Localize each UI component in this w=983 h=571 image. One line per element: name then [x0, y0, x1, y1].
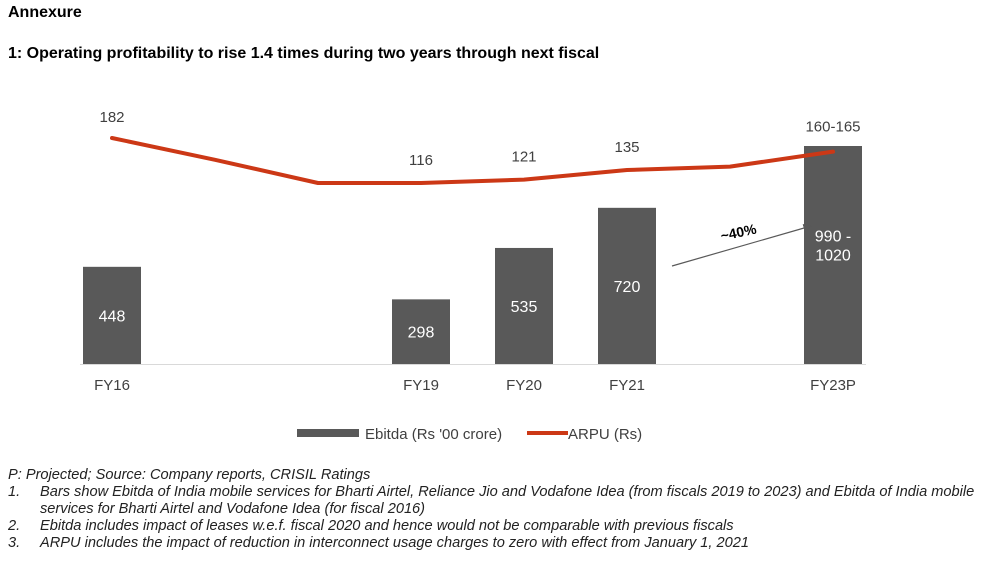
bar-data-label: 535 — [511, 299, 538, 316]
x-tick-label: FY20 — [506, 377, 542, 394]
bar-data-label: 448 — [99, 308, 126, 325]
footnote-number: 2. — [8, 518, 21, 534]
section-heading: Annexure — [8, 4, 82, 21]
footnote-source: P: Projected; Source: Company reports, C… — [8, 467, 371, 483]
arpu-data-label: 135 — [614, 139, 639, 156]
footnote-item: 1. Bars show Ebitda of India mobile serv… — [8, 484, 983, 518]
footnote-text: ARPU includes the impact of reduction in… — [40, 535, 749, 551]
bar-ebitda — [598, 207, 656, 364]
chart-title: 1: Operating profitability to rise 1.4 t… — [8, 45, 600, 62]
footnote-item: 3. ARPU includes the impact of reduction… — [8, 535, 983, 552]
footnote-text: Bars show Ebitda of India mobile service… — [40, 484, 975, 517]
bar-data-label: 990 - — [815, 229, 851, 246]
bar-ebitda — [804, 146, 862, 364]
legend-label-ebitda: Ebitda (Rs '00 crore) — [365, 426, 502, 443]
footnote-item: 2. Ebitda includes impact of leases w.e.… — [8, 518, 983, 535]
footnote-number: 3. — [8, 535, 21, 551]
legend-label-arpu: ARPU (Rs) — [568, 426, 642, 443]
arpu-data-label: 160-165 — [805, 119, 860, 136]
arpu-data-label: 116 — [409, 152, 433, 169]
x-tick-label: FY16 — [94, 377, 130, 394]
arpu-line — [110, 136, 835, 185]
arpu-data-label: 121 — [511, 149, 536, 166]
bar-ebitda — [495, 247, 553, 364]
arpu-data-label: 182 — [99, 109, 124, 126]
growth-arrow — [671, 224, 812, 267]
bar-data-label: 298 — [408, 325, 435, 342]
bar-ebitda — [83, 266, 141, 364]
bar-ebitda — [392, 299, 450, 364]
footnote-number: 1. — [8, 484, 21, 500]
bar-data-label: 1020 — [815, 248, 851, 265]
growth-annotation: ~40% — [719, 220, 758, 243]
legend-swatch-ebitda — [297, 429, 359, 437]
combo-chart: 448 298 535 720 990 - 1020 182 116 121 135 160-165… — [80, 109, 866, 443]
footnote-text: Ebitda includes impact of leases w.e.f. … — [40, 518, 734, 534]
x-tick-label: FY23P — [810, 377, 856, 394]
bar-data-label: 720 — [614, 279, 641, 296]
x-tick-label: FY21 — [609, 377, 645, 394]
footnotes: P: Projected; Source: Company reports, C… — [8, 467, 983, 552]
x-tick-label: FY19 — [403, 377, 439, 394]
